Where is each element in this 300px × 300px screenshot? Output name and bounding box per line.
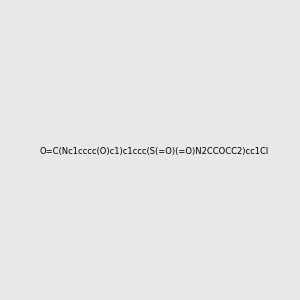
Text: O=C(Nc1cccc(O)c1)c1ccc(S(=O)(=O)N2CCOCC2)cc1Cl: O=C(Nc1cccc(O)c1)c1ccc(S(=O)(=O)N2CCOCC2… — [39, 147, 268, 156]
